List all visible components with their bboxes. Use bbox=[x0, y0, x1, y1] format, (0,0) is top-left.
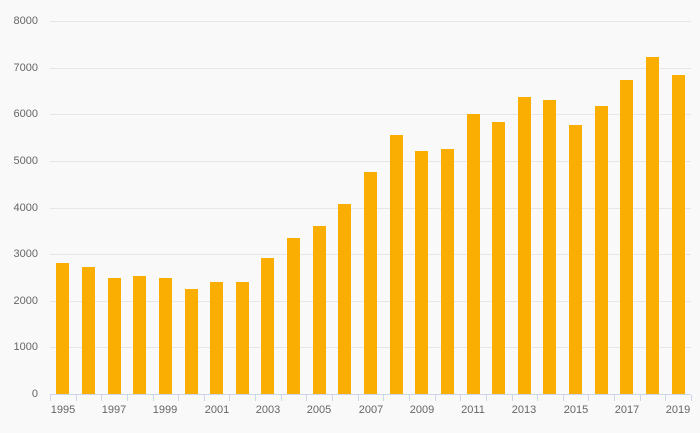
axis-tick bbox=[255, 395, 256, 401]
bar-1998[interactable] bbox=[133, 276, 146, 394]
bar-2008[interactable] bbox=[390, 135, 403, 394]
axis-tick bbox=[204, 395, 205, 401]
gridline-5000 bbox=[50, 161, 691, 162]
axis-tick bbox=[153, 395, 154, 401]
gridline-6000 bbox=[50, 114, 691, 115]
y-axis-label-1000: 1000 bbox=[13, 341, 38, 353]
axis-tick bbox=[512, 395, 513, 401]
y-axis-label-5000: 5000 bbox=[13, 155, 38, 167]
axis-tick bbox=[332, 395, 333, 401]
bar-2018[interactable] bbox=[646, 57, 659, 394]
x-axis-label-2005: 2005 bbox=[306, 404, 332, 416]
axis-tick bbox=[665, 395, 666, 401]
axis-tick bbox=[588, 395, 589, 401]
axis-tick bbox=[409, 395, 410, 401]
y-axis-label-7000: 7000 bbox=[13, 62, 38, 74]
bar-2013[interactable] bbox=[518, 97, 531, 394]
y-axis-label-0: 0 bbox=[31, 388, 38, 400]
x-axis-label-2015: 2015 bbox=[563, 404, 589, 416]
axis-tick bbox=[229, 395, 230, 401]
bar-2015[interactable] bbox=[569, 125, 582, 394]
x-axis-label-2013: 2013 bbox=[511, 404, 537, 416]
y-axis-label-8000: 8000 bbox=[13, 15, 38, 27]
x-axis-label-2007: 2007 bbox=[358, 404, 384, 416]
x-axis-label-2019: 2019 bbox=[665, 404, 691, 416]
bar-2005[interactable] bbox=[313, 226, 326, 394]
axis-tick bbox=[178, 395, 179, 401]
bar-2010[interactable] bbox=[441, 149, 454, 394]
bar-1997[interactable] bbox=[108, 278, 121, 394]
axis-tick bbox=[281, 395, 282, 401]
bar-2004[interactable] bbox=[287, 238, 300, 394]
x-axis-label-2001: 2001 bbox=[204, 404, 230, 416]
bar-2006[interactable] bbox=[338, 204, 351, 394]
bar-2019[interactable] bbox=[672, 75, 685, 394]
axis-tick bbox=[563, 395, 564, 401]
axis-tick bbox=[460, 395, 461, 401]
axis-tick bbox=[50, 395, 51, 401]
x-axis-label-1997: 1997 bbox=[101, 404, 127, 416]
axis-tick bbox=[306, 395, 307, 401]
bar-2017[interactable] bbox=[620, 80, 633, 394]
axis-tick bbox=[537, 395, 538, 401]
axis-tick bbox=[486, 395, 487, 401]
x-axis-label-1999: 1999 bbox=[152, 404, 178, 416]
axis-tick bbox=[383, 395, 384, 401]
axis-tick bbox=[435, 395, 436, 401]
axis-tick bbox=[614, 395, 615, 401]
y-axis-label-4000: 4000 bbox=[13, 202, 38, 214]
axis-tick bbox=[691, 395, 692, 401]
x-axis-label-2009: 2009 bbox=[409, 404, 435, 416]
bar-2001[interactable] bbox=[210, 282, 223, 394]
bar-1995[interactable] bbox=[56, 263, 69, 394]
bar-2014[interactable] bbox=[543, 100, 556, 394]
bar-2011[interactable] bbox=[467, 114, 480, 394]
bar-2000[interactable] bbox=[185, 289, 198, 394]
gridline-8000 bbox=[50, 21, 691, 22]
x-axis-label-2011: 2011 bbox=[461, 404, 485, 416]
bar-2016[interactable] bbox=[595, 106, 608, 394]
axis-tick bbox=[358, 395, 359, 401]
bar-1999[interactable] bbox=[159, 278, 172, 394]
y-axis-label-2000: 2000 bbox=[13, 295, 38, 307]
axis-tick bbox=[101, 395, 102, 401]
bar-2002[interactable] bbox=[236, 282, 249, 394]
bar-2012[interactable] bbox=[492, 122, 505, 394]
x-axis-line bbox=[50, 394, 691, 395]
x-axis-label-1995: 1995 bbox=[50, 404, 76, 416]
bar-1996[interactable] bbox=[82, 267, 95, 394]
axis-tick bbox=[76, 395, 77, 401]
axis-tick bbox=[127, 395, 128, 401]
y-axis-label-3000: 3000 bbox=[13, 248, 38, 260]
bar-2003[interactable] bbox=[261, 258, 274, 394]
bar-2009[interactable] bbox=[415, 151, 428, 394]
y-axis-label-6000: 6000 bbox=[13, 108, 38, 120]
x-axis-label-2003: 2003 bbox=[255, 404, 281, 416]
gridline-7000 bbox=[50, 68, 691, 69]
bar-2007[interactable] bbox=[364, 172, 377, 394]
axis-tick bbox=[640, 395, 641, 401]
x-axis-label-2017: 2017 bbox=[614, 404, 640, 416]
